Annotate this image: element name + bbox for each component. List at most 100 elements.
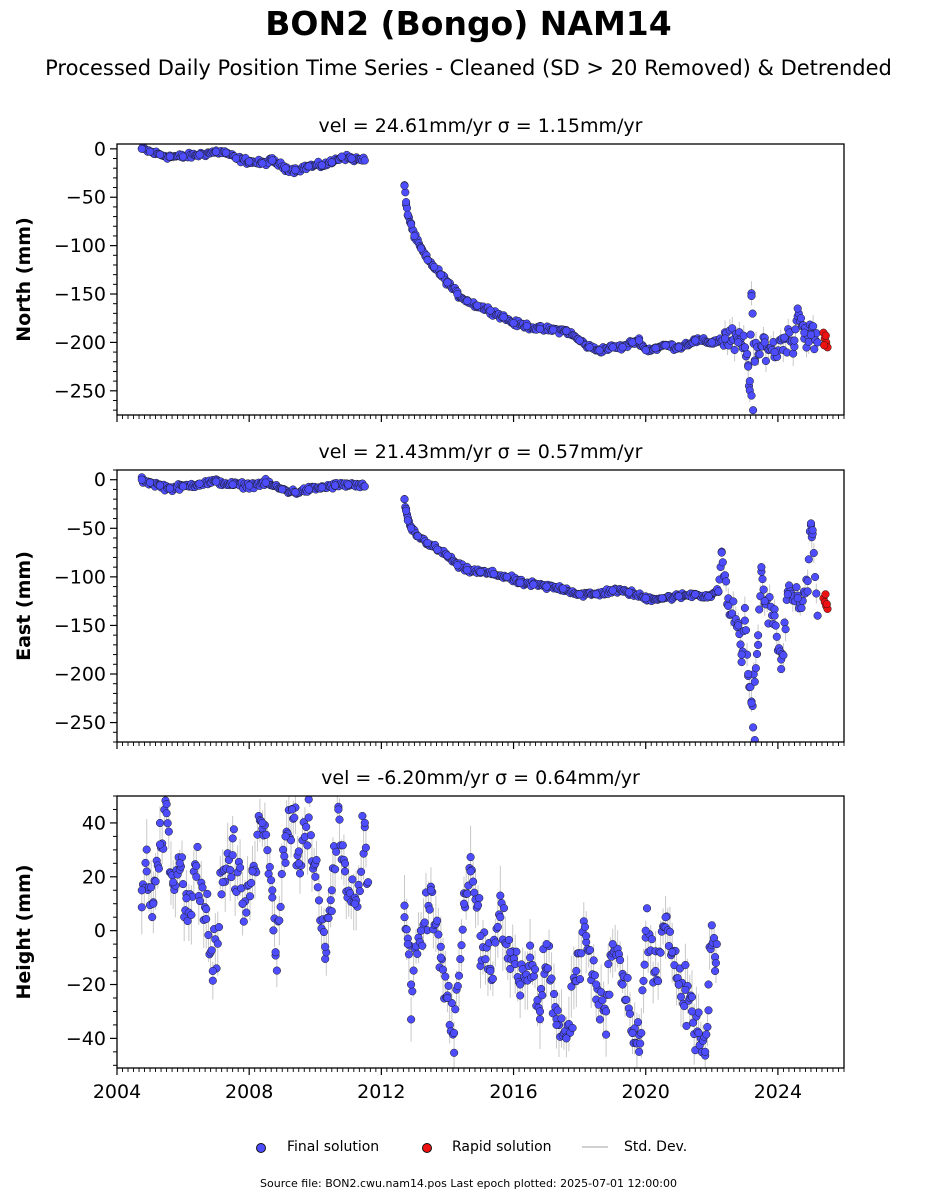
height-final-point xyxy=(476,931,485,941)
height-final-point xyxy=(687,1007,697,1016)
east-final-point xyxy=(754,640,763,649)
height-final-point xyxy=(208,966,217,976)
height-final-point xyxy=(361,843,370,852)
east-final-point xyxy=(476,567,485,577)
height-final-point xyxy=(193,842,202,851)
height-final-point xyxy=(466,867,475,876)
height-final-point xyxy=(321,942,330,951)
north-final-point xyxy=(347,154,356,163)
north-final-point xyxy=(522,321,531,331)
north-final-point xyxy=(651,344,660,353)
legend-label-final: Final solution xyxy=(287,1139,380,1155)
north-std-dev-bars xyxy=(141,145,816,402)
height-final-point xyxy=(575,975,585,984)
north-final-point xyxy=(728,324,737,333)
height-final-point xyxy=(582,931,591,941)
height-final-point xyxy=(641,926,650,935)
north-final-point xyxy=(291,166,300,175)
height-final-point xyxy=(682,1021,691,1030)
height-final-point xyxy=(568,1023,577,1033)
height-final-point xyxy=(137,903,146,912)
east-final-point xyxy=(559,584,568,593)
east-final-point xyxy=(641,594,650,603)
height-x-tick-label: 2024 xyxy=(754,1081,802,1103)
height-final-point xyxy=(169,878,178,887)
east-y-tick-label: 0 xyxy=(94,469,106,491)
height-final-point xyxy=(187,910,196,919)
height-final-point xyxy=(304,796,313,804)
std-dev-line-icon xyxy=(582,1146,608,1148)
east-final-point xyxy=(137,475,146,484)
east-final-point xyxy=(145,478,155,487)
north-final-point xyxy=(755,350,764,359)
height-final-point xyxy=(680,1002,689,1011)
height-final-point xyxy=(226,865,235,875)
height-final-point xyxy=(704,980,713,989)
height-final-point xyxy=(506,948,515,957)
height-final-point xyxy=(436,942,445,951)
east-final-point xyxy=(752,649,762,659)
height-final-point xyxy=(148,913,157,922)
height-final-point xyxy=(681,960,690,970)
north-final-point xyxy=(780,333,789,342)
north-final-point xyxy=(747,291,756,301)
height-final-point xyxy=(208,976,217,985)
height-final-point xyxy=(281,832,290,841)
height-final-point xyxy=(162,809,171,818)
north-final-point xyxy=(403,210,412,219)
north-final-point xyxy=(304,162,313,171)
east-final-point xyxy=(747,699,756,708)
east-final-point xyxy=(718,558,727,567)
height-final-point xyxy=(457,941,466,950)
east-final-point xyxy=(783,590,792,599)
height-final-point xyxy=(426,886,435,895)
north-rapid-solution-series xyxy=(819,328,832,352)
height-final-point xyxy=(616,956,625,965)
height-final-point xyxy=(304,813,313,822)
north-final-point xyxy=(221,148,231,157)
height-final-point xyxy=(506,964,515,973)
height-final-point xyxy=(499,904,509,913)
east-final-point xyxy=(179,482,188,491)
height-final-point xyxy=(549,989,559,999)
height-final-point xyxy=(267,876,276,885)
east-final-point xyxy=(797,604,806,613)
height-final-point xyxy=(306,787,314,795)
height-final-point xyxy=(529,972,538,981)
height-x-tick-label: 2008 xyxy=(225,1081,273,1103)
height-x-tick-label: 2016 xyxy=(489,1081,537,1103)
height-final-point xyxy=(268,893,277,902)
east-final-point xyxy=(746,682,755,692)
height-final-point xyxy=(526,953,535,962)
north-final-point xyxy=(430,262,439,271)
north-final-point xyxy=(796,314,806,323)
height-final-point xyxy=(290,813,299,822)
height-final-point xyxy=(488,974,497,983)
east-final-point xyxy=(734,621,743,630)
height-final-point xyxy=(447,999,456,1008)
height-final-point xyxy=(350,899,359,908)
height-x-tick-label: 2004 xyxy=(93,1081,141,1103)
north-final-point xyxy=(416,244,426,253)
north-final-point xyxy=(760,338,769,347)
north-final-point xyxy=(165,152,174,161)
height-final-point xyxy=(179,880,188,889)
height-final-point xyxy=(248,867,257,876)
height-final-point xyxy=(589,956,598,965)
north-final-point xyxy=(410,231,419,240)
height-final-point xyxy=(218,878,227,887)
north-y-tick-label: −150 xyxy=(54,284,106,306)
north-final-point xyxy=(810,345,819,354)
east-final-point xyxy=(741,626,751,635)
height-final-point xyxy=(147,883,156,892)
east-final-point xyxy=(757,563,766,572)
height-final-point xyxy=(217,890,226,899)
height-final-point xyxy=(364,878,373,887)
height-final-point xyxy=(360,818,369,827)
height-final-point xyxy=(154,864,163,873)
height-final-point xyxy=(444,981,453,990)
east-final-point xyxy=(770,611,779,620)
height-final-point xyxy=(605,990,614,999)
height-final-point xyxy=(258,818,267,827)
height-final-point xyxy=(155,840,165,849)
